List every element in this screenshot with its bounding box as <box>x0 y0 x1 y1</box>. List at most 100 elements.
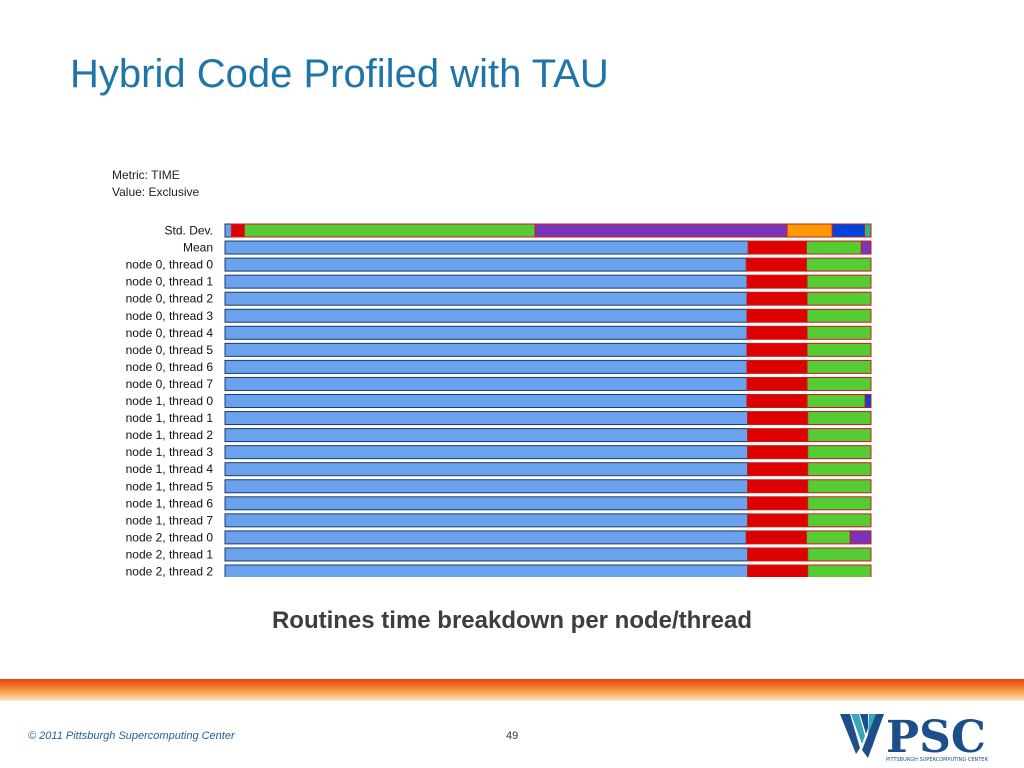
bar-segment <box>807 462 872 477</box>
bar-segment <box>224 325 748 340</box>
metric-label: Metric: TIME <box>112 168 180 182</box>
row-label: node 1, thread 6 <box>126 496 214 510</box>
bar-segment <box>224 274 748 289</box>
chart-caption: Routines time breakdown per node/thread <box>271 607 753 634</box>
bar-segment <box>745 257 807 272</box>
row-label: node 1, thread 4 <box>126 462 214 476</box>
bar-segment <box>860 240 872 255</box>
bar-segment <box>807 547 872 562</box>
bar-segment <box>534 223 788 238</box>
bar-segment <box>807 411 872 426</box>
bar-segment <box>224 530 747 545</box>
bar-segment <box>807 445 872 460</box>
row-label: node 0, thread 4 <box>126 326 214 340</box>
bar-segment <box>224 547 749 562</box>
row-label: node 2, thread 1 <box>126 547 214 561</box>
bar-segment <box>747 564 809 577</box>
row-label: node 2, thread 0 <box>126 530 214 544</box>
bar-segment <box>806 325 872 340</box>
psc-logo-text: PSC <box>886 712 986 763</box>
bar-segment <box>805 240 862 255</box>
bar-segment <box>747 428 809 443</box>
footer-stripe <box>0 679 1024 701</box>
row-label: node 2, thread 2 <box>126 565 214 578</box>
bar-segment <box>806 291 872 306</box>
row-label: node 1, thread 7 <box>126 513 214 527</box>
bar-segment <box>806 359 872 374</box>
bar-segment <box>747 496 809 511</box>
bar-segment <box>807 496 872 511</box>
bar-segment <box>864 223 872 238</box>
row-label: node 0, thread 1 <box>126 275 214 289</box>
bar-segment <box>746 359 808 374</box>
bar-segment <box>224 428 749 443</box>
bar-segment <box>746 325 808 340</box>
row-label: Std. Dev. <box>165 224 213 238</box>
bar-segment <box>806 376 872 391</box>
psc-logo-mark <box>840 714 884 758</box>
bar-segment <box>807 479 872 494</box>
profile-chart-svg: Std. Dev. Mean node 0, thread 0 node 0, thr… <box>126 223 872 578</box>
bar-segment <box>806 342 872 357</box>
bar-segment <box>746 342 808 357</box>
bar-segment <box>807 428 872 443</box>
slide-title: Hybrid Code Profiled with TAU <box>70 52 609 96</box>
bar-segment <box>224 445 749 460</box>
bar-segment <box>806 394 866 408</box>
bar-segment <box>747 513 809 528</box>
bar-segment <box>807 564 872 577</box>
bar-segment <box>224 513 749 528</box>
page-number: 49 <box>506 730 519 742</box>
psc-logo: PSC PITTSBURGH SUPERCOMPUTING CENTER <box>840 712 988 763</box>
bar-segment <box>746 274 808 289</box>
bar-segment <box>224 394 748 408</box>
bar-segment <box>806 308 872 323</box>
bar-segment <box>746 376 808 391</box>
bar-segment <box>849 530 872 545</box>
bar-segment <box>805 530 851 545</box>
bar-segment <box>224 462 749 477</box>
bar-segment <box>831 223 866 238</box>
row-label: node 0, thread 2 <box>126 292 214 306</box>
row-label: node 0, thread 3 <box>126 309 214 323</box>
row-label: node 0, thread 7 <box>126 377 214 391</box>
bar-segment <box>747 411 809 426</box>
row-label: node 1, thread 3 <box>126 445 214 459</box>
row-label: node 0, thread 6 <box>126 360 214 374</box>
bar-segment <box>224 359 748 374</box>
copyright-text: © 2011 Pittsburgh Supercomputing Center <box>28 730 235 742</box>
bar-segment <box>747 547 809 562</box>
bar-segment <box>224 479 749 494</box>
bar-segment <box>224 308 748 323</box>
row-label: node 0, thread 0 <box>126 258 214 272</box>
psc-logo-subtext: PITTSBURGH SUPERCOMPUTING CENTER <box>886 757 988 763</box>
bar-segment <box>747 479 809 494</box>
bar-segment <box>746 308 808 323</box>
value-label: Value: Exclusive <box>112 185 200 199</box>
bar-segment <box>806 274 872 289</box>
bar-segment <box>747 462 809 477</box>
bar-segment <box>224 376 748 391</box>
bar-segment <box>786 223 833 238</box>
bar-segment <box>224 411 749 426</box>
row-label: node 1, thread 0 <box>126 394 214 408</box>
row-label: node 0, thread 5 <box>126 343 214 357</box>
bar-segment <box>864 394 872 408</box>
row-label: node 1, thread 1 <box>126 411 214 425</box>
bar-segment <box>224 342 748 357</box>
bar-segment <box>230 223 245 238</box>
bar-segment <box>224 257 747 272</box>
bar-segment <box>224 223 232 238</box>
bar-segment <box>747 445 809 460</box>
bar-segment <box>224 291 748 306</box>
bar-segment <box>243 223 536 238</box>
bar-segment <box>807 513 872 528</box>
bar-segment <box>747 240 807 255</box>
bar-segment <box>746 291 808 306</box>
bar-segment <box>224 496 749 511</box>
bar-segment <box>745 530 807 545</box>
bar-segment <box>805 257 872 272</box>
profile-chart: Std. Dev. Mean node 0, thread 0 node 0, thr… <box>100 221 880 577</box>
bar-segment <box>224 240 749 255</box>
row-label: node 1, thread 2 <box>126 428 214 442</box>
